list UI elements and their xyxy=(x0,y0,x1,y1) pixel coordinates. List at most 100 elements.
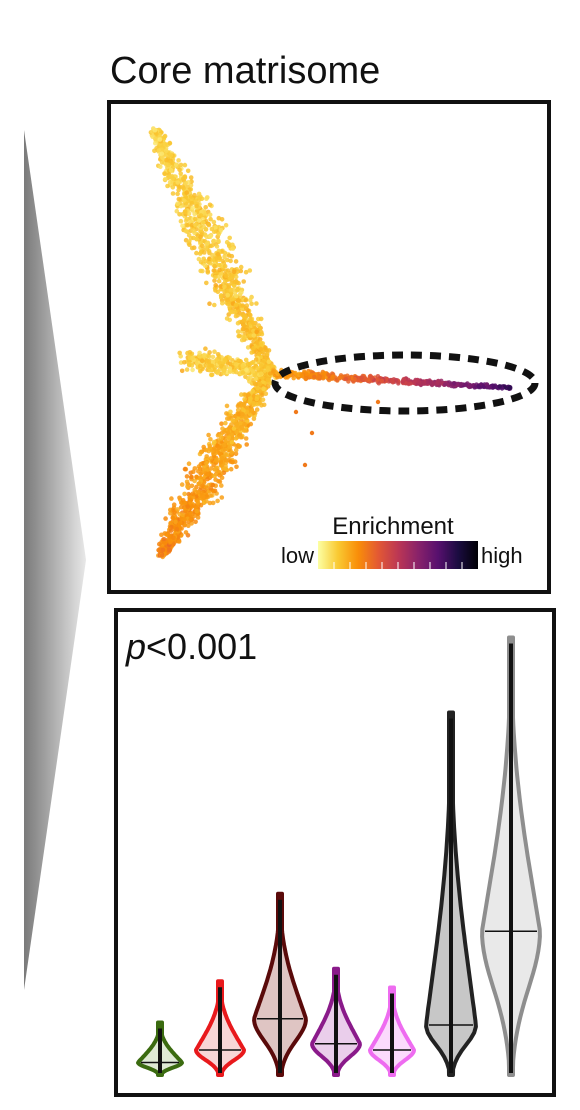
scatter-point xyxy=(237,333,242,339)
scatter-point xyxy=(181,198,187,203)
scatter-point xyxy=(190,367,195,373)
scatter-point xyxy=(248,316,253,322)
scatter-point xyxy=(316,375,321,380)
scatter-point xyxy=(239,392,244,397)
scatter-point xyxy=(232,309,238,315)
scatter-point xyxy=(201,220,206,225)
scatter-point xyxy=(249,301,254,307)
scatter-point xyxy=(435,381,440,386)
scatter-point xyxy=(227,366,233,371)
scatter-point xyxy=(203,226,209,232)
scatter-point xyxy=(250,320,255,325)
scatter-point xyxy=(206,249,212,254)
scatter-point xyxy=(189,483,195,489)
scatter-point xyxy=(215,498,220,504)
scatter-point xyxy=(178,218,184,224)
scatter-point xyxy=(223,364,229,370)
scatter-point xyxy=(185,168,191,174)
scatter-point xyxy=(188,517,193,522)
scatter-point xyxy=(184,474,190,479)
scatter-point xyxy=(208,456,214,461)
scatter-point xyxy=(485,384,491,389)
scatter-point xyxy=(211,268,217,273)
scatter-point xyxy=(206,222,212,228)
scatter-point xyxy=(204,234,209,240)
scatter-point xyxy=(199,358,205,364)
p-symbol: p xyxy=(125,626,146,667)
scatter-point xyxy=(229,253,235,259)
scatter-point xyxy=(180,223,185,229)
scatter-point xyxy=(211,238,217,244)
scatter-point xyxy=(251,333,257,338)
scatter-point xyxy=(207,261,213,266)
scatter-point xyxy=(194,203,199,209)
scatter-point xyxy=(238,403,244,408)
scatter-point xyxy=(239,290,244,295)
scatter-point xyxy=(412,380,417,385)
scatter-point xyxy=(247,268,253,273)
scatter-point xyxy=(195,499,201,505)
scatter-point xyxy=(225,416,230,421)
scatter-point xyxy=(200,494,206,500)
scatter-point xyxy=(163,148,169,154)
scatter-point xyxy=(258,316,264,322)
scatter-point xyxy=(209,372,214,378)
scatter-point xyxy=(159,151,165,157)
scatter-point xyxy=(227,355,232,361)
scatter-point xyxy=(207,367,212,373)
scatter-point xyxy=(432,381,437,386)
scatter-point xyxy=(224,289,230,294)
scatter-point xyxy=(425,379,430,385)
scatter-point xyxy=(233,451,239,457)
colorbar-label: Enrichment xyxy=(332,513,454,540)
scatter-point xyxy=(233,279,238,285)
scatter-point xyxy=(186,461,192,467)
scatter-point xyxy=(212,278,217,283)
scatter-point xyxy=(203,259,208,264)
scatter-point xyxy=(236,298,242,303)
scatter-point xyxy=(246,392,251,397)
scatter-point xyxy=(217,451,223,456)
scatter-point xyxy=(491,384,497,389)
scatter-point xyxy=(359,375,364,380)
scatter-point xyxy=(249,360,254,366)
scatter-point xyxy=(152,127,158,133)
scatter-point xyxy=(220,300,225,306)
scatter-point xyxy=(197,251,203,256)
scatter-point xyxy=(212,445,217,451)
scatter-point xyxy=(207,257,212,262)
scatter-point xyxy=(190,494,196,500)
scatter-point xyxy=(183,530,189,535)
scatter-point xyxy=(162,177,168,182)
scatter-point xyxy=(164,162,169,167)
scatter-point xyxy=(240,411,245,417)
scatter-point xyxy=(408,381,413,386)
scatter-point xyxy=(235,320,241,326)
scatter-point xyxy=(337,375,342,381)
p-threshold: <0.001 xyxy=(146,626,257,667)
scatter-point xyxy=(159,532,164,538)
scatter-point xyxy=(152,136,158,141)
scatter-point xyxy=(162,171,167,176)
scatter-point xyxy=(208,234,213,240)
scatter-point xyxy=(204,280,209,286)
scatter-point xyxy=(364,377,369,382)
scatter-point xyxy=(182,500,188,506)
scatter-point xyxy=(240,326,246,332)
scatter-point xyxy=(244,306,249,311)
scatter-point xyxy=(229,296,235,302)
scatter-point xyxy=(236,358,241,364)
scatter-point xyxy=(206,432,211,438)
scatter-point xyxy=(196,191,202,197)
chart-title: Core matrisome xyxy=(110,50,381,92)
scatter-point xyxy=(179,368,185,374)
scatter-point xyxy=(239,425,245,431)
scatter-point xyxy=(186,211,192,217)
scatter-point xyxy=(237,444,242,449)
scatter-point xyxy=(159,553,165,558)
violin xyxy=(310,966,362,1077)
scatter-point xyxy=(224,403,230,409)
scatter-point xyxy=(218,433,223,438)
scatter-point xyxy=(253,357,259,362)
scatter-point xyxy=(184,190,190,195)
